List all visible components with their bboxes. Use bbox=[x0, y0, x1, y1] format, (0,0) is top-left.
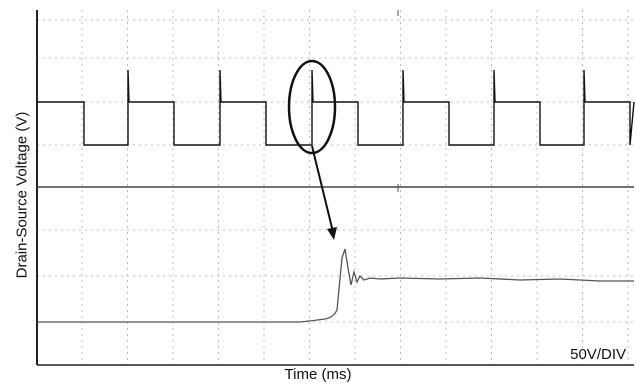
arrow-head bbox=[327, 227, 337, 240]
arrow-shaft bbox=[311, 145, 334, 233]
annotation bbox=[287, 59, 337, 240]
scale-label: 50V/DIV bbox=[570, 346, 626, 363]
square-wave-trace bbox=[37, 69, 635, 146]
highlight-ellipse bbox=[287, 59, 337, 155]
axes bbox=[36, 10, 634, 366]
traces bbox=[37, 69, 635, 323]
transient-trace bbox=[37, 248, 634, 323]
y-axis-label: Drain-Source Voltage (V) bbox=[13, 111, 31, 279]
x-axis-label: Time (ms) bbox=[284, 366, 352, 383]
grid bbox=[37, 10, 634, 365]
